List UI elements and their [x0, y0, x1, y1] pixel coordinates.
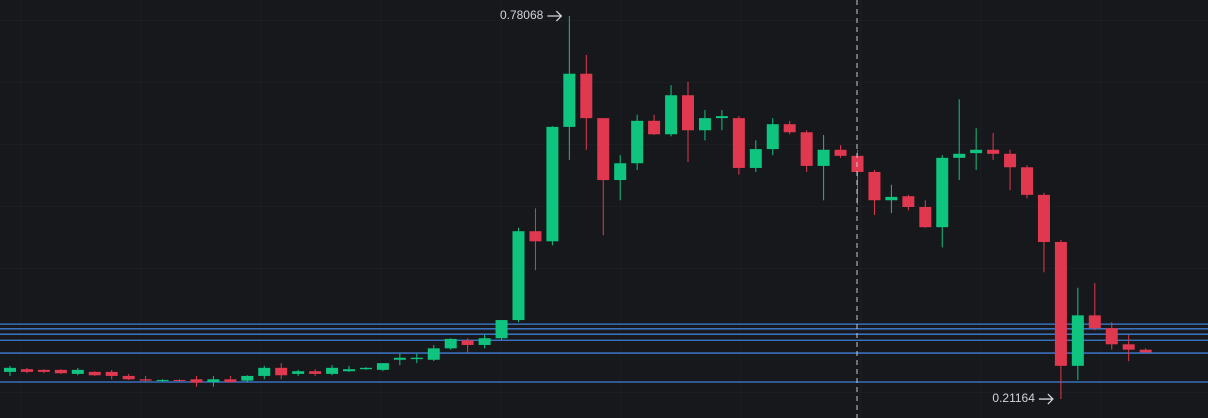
candle-body [461, 340, 474, 345]
levels [0, 323, 1208, 383]
candle-body [326, 367, 339, 374]
candle-body [546, 126, 559, 242]
candle-body [631, 120, 644, 164]
candle-body [580, 73, 593, 119]
candle-body [732, 118, 745, 168]
candle-body [919, 206, 932, 228]
candle-body [834, 149, 847, 156]
candle-body [139, 379, 152, 381]
candle-body [817, 149, 830, 166]
candle-body [766, 124, 779, 150]
price-label: 0.78068 [500, 8, 544, 22]
candle-body [563, 73, 576, 127]
annotations: 0.78068 0.21164 [500, 8, 1054, 405]
candle-body [54, 369, 67, 374]
candle-body [1004, 153, 1017, 168]
candle-body [614, 163, 627, 181]
candle-body [410, 357, 423, 360]
price-label: 0.21164 [992, 391, 1035, 405]
candle-body [953, 153, 966, 158]
candle-body [1021, 167, 1033, 195]
candle-body [309, 371, 322, 374]
candle-body [698, 118, 711, 131]
candle-body [987, 149, 1000, 154]
candle-body [936, 157, 949, 228]
candle-body [376, 363, 389, 370]
arrow [547, 10, 563, 22]
candle-body [715, 116, 728, 119]
candle-body [444, 338, 457, 349]
candle-body [1139, 349, 1152, 353]
candle-body [868, 171, 881, 201]
arrow [1038, 393, 1054, 405]
candle-body [20, 369, 33, 372]
candle-body [173, 379, 186, 381]
candle-body [105, 371, 118, 376]
candle-body [88, 371, 101, 376]
candle-body [343, 369, 355, 372]
candle-body [478, 338, 491, 345]
candle-body [495, 320, 508, 339]
candle-body [71, 369, 84, 374]
candles [4, 16, 1152, 400]
candle-body [37, 369, 50, 372]
candle-body [682, 95, 694, 131]
candle-body [1071, 315, 1084, 366]
candle-body [665, 95, 678, 135]
candle-body [4, 367, 16, 372]
candle-body [648, 120, 661, 135]
candle-body [597, 118, 610, 181]
candle-body [1037, 194, 1050, 242]
candle-body [1088, 315, 1101, 329]
candle-body [1054, 241, 1067, 366]
candle-body [749, 149, 762, 168]
candle-body [224, 379, 237, 382]
candle-body [783, 124, 796, 133]
candle-body [275, 367, 288, 376]
candle-body [427, 348, 440, 360]
candle-body [800, 132, 813, 166]
candle-body [1105, 328, 1118, 345]
candle-body [902, 196, 915, 207]
candle-body [359, 367, 372, 370]
candle-body [207, 379, 220, 382]
candle-body [258, 367, 271, 376]
candle-body [885, 196, 898, 201]
candle-body [970, 149, 983, 154]
candle-body [512, 231, 525, 321]
candle-body [292, 371, 305, 374]
candle-body [1122, 344, 1135, 350]
candle-body [393, 357, 406, 360]
candle-body [122, 375, 135, 380]
candle-body [190, 379, 203, 383]
candle-body [156, 379, 169, 381]
candle-body [529, 231, 542, 242]
candle-body [241, 375, 254, 381]
